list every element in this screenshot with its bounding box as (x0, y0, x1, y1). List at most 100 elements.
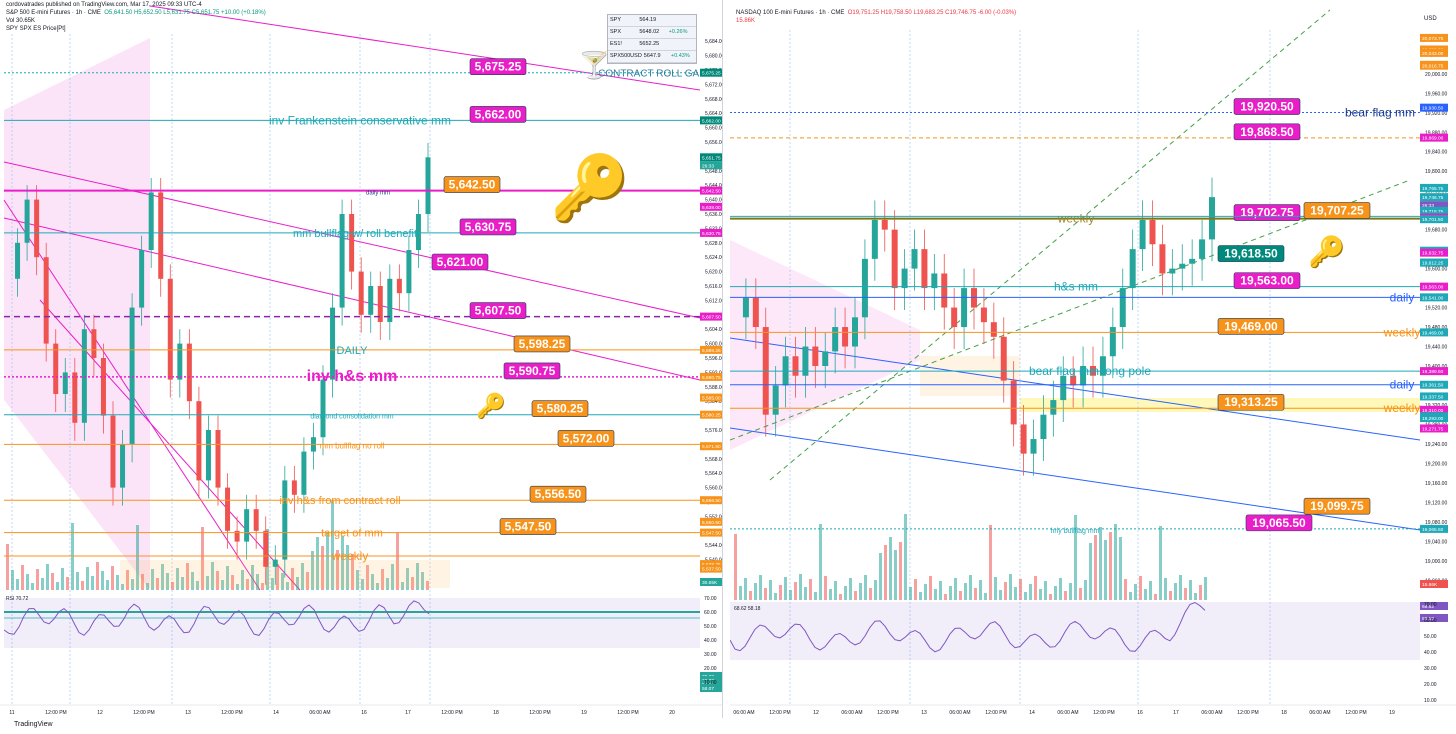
volume-bar (914, 579, 917, 600)
axis-tag (700, 578, 722, 586)
volume-bar (96, 562, 99, 590)
candle-body (129, 307, 135, 445)
y-tick-label: 19,920.00 (1425, 111, 1447, 117)
axis-tag (700, 393, 722, 402)
volume-bar (904, 514, 907, 600)
candle-body (205, 430, 211, 481)
candle-body (1199, 239, 1206, 259)
es-chart-canvas[interactable]: 5,684.005,680.005,676.005,672.005,668.00… (0, 0, 722, 718)
candle-body (1070, 375, 1077, 386)
es-chart-pane[interactable]: 5,684.005,680.005,676.005,672.005,668.00… (0, 0, 722, 718)
axis-tag-text: 58.18 (1422, 616, 1434, 622)
y-tick-label: 5,640.00 (705, 198, 722, 204)
volume-bar (1109, 532, 1112, 600)
symbol-title[interactable]: NASDAQ 100 E-mini Futures · 1h · CME O19… (736, 10, 1016, 17)
axis-tag (700, 312, 722, 321)
volume-bar (994, 577, 997, 600)
axis-tag-text: 19,869.00 (1422, 136, 1444, 142)
volume-bar (789, 590, 792, 600)
axis-tag-text: 68.62 (1422, 604, 1434, 610)
level-note: mm bullflag w/ roll benefit (293, 228, 417, 240)
tradingview-footer: TradingView (0, 718, 1456, 734)
rsi-tick-label: 10.00 (704, 680, 717, 686)
axis-tag (1420, 380, 1448, 389)
symbol-title[interactable]: S&P 500 E-mini Futures · 1h · CME O5,641… (6, 10, 266, 17)
nq-chart-pane[interactable]: 20,040.0020,000.0019,960.0019,920.0019,8… (730, 0, 1456, 718)
volume-bar (1174, 583, 1177, 600)
volume-bar (301, 563, 304, 590)
volume-bar (889, 537, 892, 600)
volume-bar (874, 580, 877, 600)
axis-tag (1420, 61, 1448, 70)
price-label-box (1245, 514, 1313, 532)
x-tick-label: 12:00 PM (1345, 710, 1366, 716)
key-icon: 🔑 (1308, 233, 1345, 270)
volume-bar (76, 572, 79, 590)
volume-bar (909, 587, 912, 600)
quote-row: SPX 5648.02 +0.26% (608, 27, 696, 39)
candle-body (1040, 414, 1047, 440)
axis-tag (700, 442, 722, 451)
y-tick-label: 19,800.00 (1425, 169, 1447, 175)
axis-tag (1420, 215, 1448, 224)
level-note: daily (1390, 290, 1415, 304)
candle-body (320, 379, 326, 438)
y-tick-label: 5,624.00 (705, 255, 722, 261)
candle-body (291, 480, 297, 495)
nq-chart-canvas[interactable]: 20,040.0020,000.0019,960.0019,920.0019,8… (730, 0, 1456, 718)
candle-body (891, 229, 898, 289)
axis-tag (700, 186, 722, 195)
y-tick-label: 19,880.00 (1425, 130, 1447, 136)
volume-bar (401, 582, 404, 590)
candle-body (15, 242, 21, 279)
rsi-tick-label: 40.00 (1424, 650, 1437, 656)
volume-bar (954, 578, 957, 600)
rsi-tick-label: 20.00 (704, 666, 717, 672)
x-tick-label: 12:00 PM (985, 710, 1006, 716)
ohlc-readout: O19,751.25 H19,758.50 L19,683.25 C19,746… (847, 10, 1017, 16)
candle-body (186, 343, 192, 402)
price-label-box (1233, 98, 1301, 115)
x-tick-label: 19 (1389, 710, 1395, 716)
level-note: daily mm (366, 191, 390, 197)
volume-bar (1024, 592, 1027, 600)
volume-bar (754, 583, 757, 600)
axis-tag (700, 528, 722, 537)
symbol-name: S&P 500 E-mini Futures · 1h · CME (6, 10, 101, 16)
volume-bar (271, 578, 274, 590)
volume-bar (146, 583, 149, 590)
level-note: inv h&s mm (307, 368, 398, 385)
level-note: h&s mm (1054, 280, 1098, 294)
axis-tag-text: 5,585.00 (702, 396, 721, 402)
volume-bar (131, 579, 134, 590)
volume-bar (1014, 587, 1017, 600)
candle-body (196, 401, 202, 481)
volume-bar (111, 566, 114, 590)
level-note: weekly (1057, 212, 1095, 226)
candle-body (53, 343, 59, 394)
volume-bar (181, 577, 184, 590)
volume-bar (226, 566, 229, 590)
volume-bar (949, 586, 952, 600)
candle-body (881, 219, 888, 230)
candle-body (215, 430, 221, 488)
y-tick-label: 5,588.00 (705, 385, 722, 391)
price-label-text: 5,621.00 (437, 255, 484, 269)
y-tick-label: 5,680.00 (705, 54, 722, 60)
candle-body (396, 278, 402, 294)
candle-body (1179, 263, 1186, 269)
volume-bar (296, 577, 299, 590)
volume-bar (979, 580, 982, 600)
volume-bar (869, 588, 872, 600)
candle-body (425, 157, 431, 214)
volume-bar (391, 564, 394, 590)
volume-bar (116, 575, 119, 590)
pane-divider[interactable] (722, 0, 731, 734)
candle-body (1050, 400, 1057, 415)
x-tick-label: 17 (405, 710, 411, 716)
candle-body (990, 322, 997, 337)
price-label-box (469, 106, 527, 123)
y-tick-label: 5,596.00 (705, 356, 722, 362)
level-note: bear flag mm long pole (1029, 364, 1151, 378)
level-note: DAILY (337, 345, 369, 357)
